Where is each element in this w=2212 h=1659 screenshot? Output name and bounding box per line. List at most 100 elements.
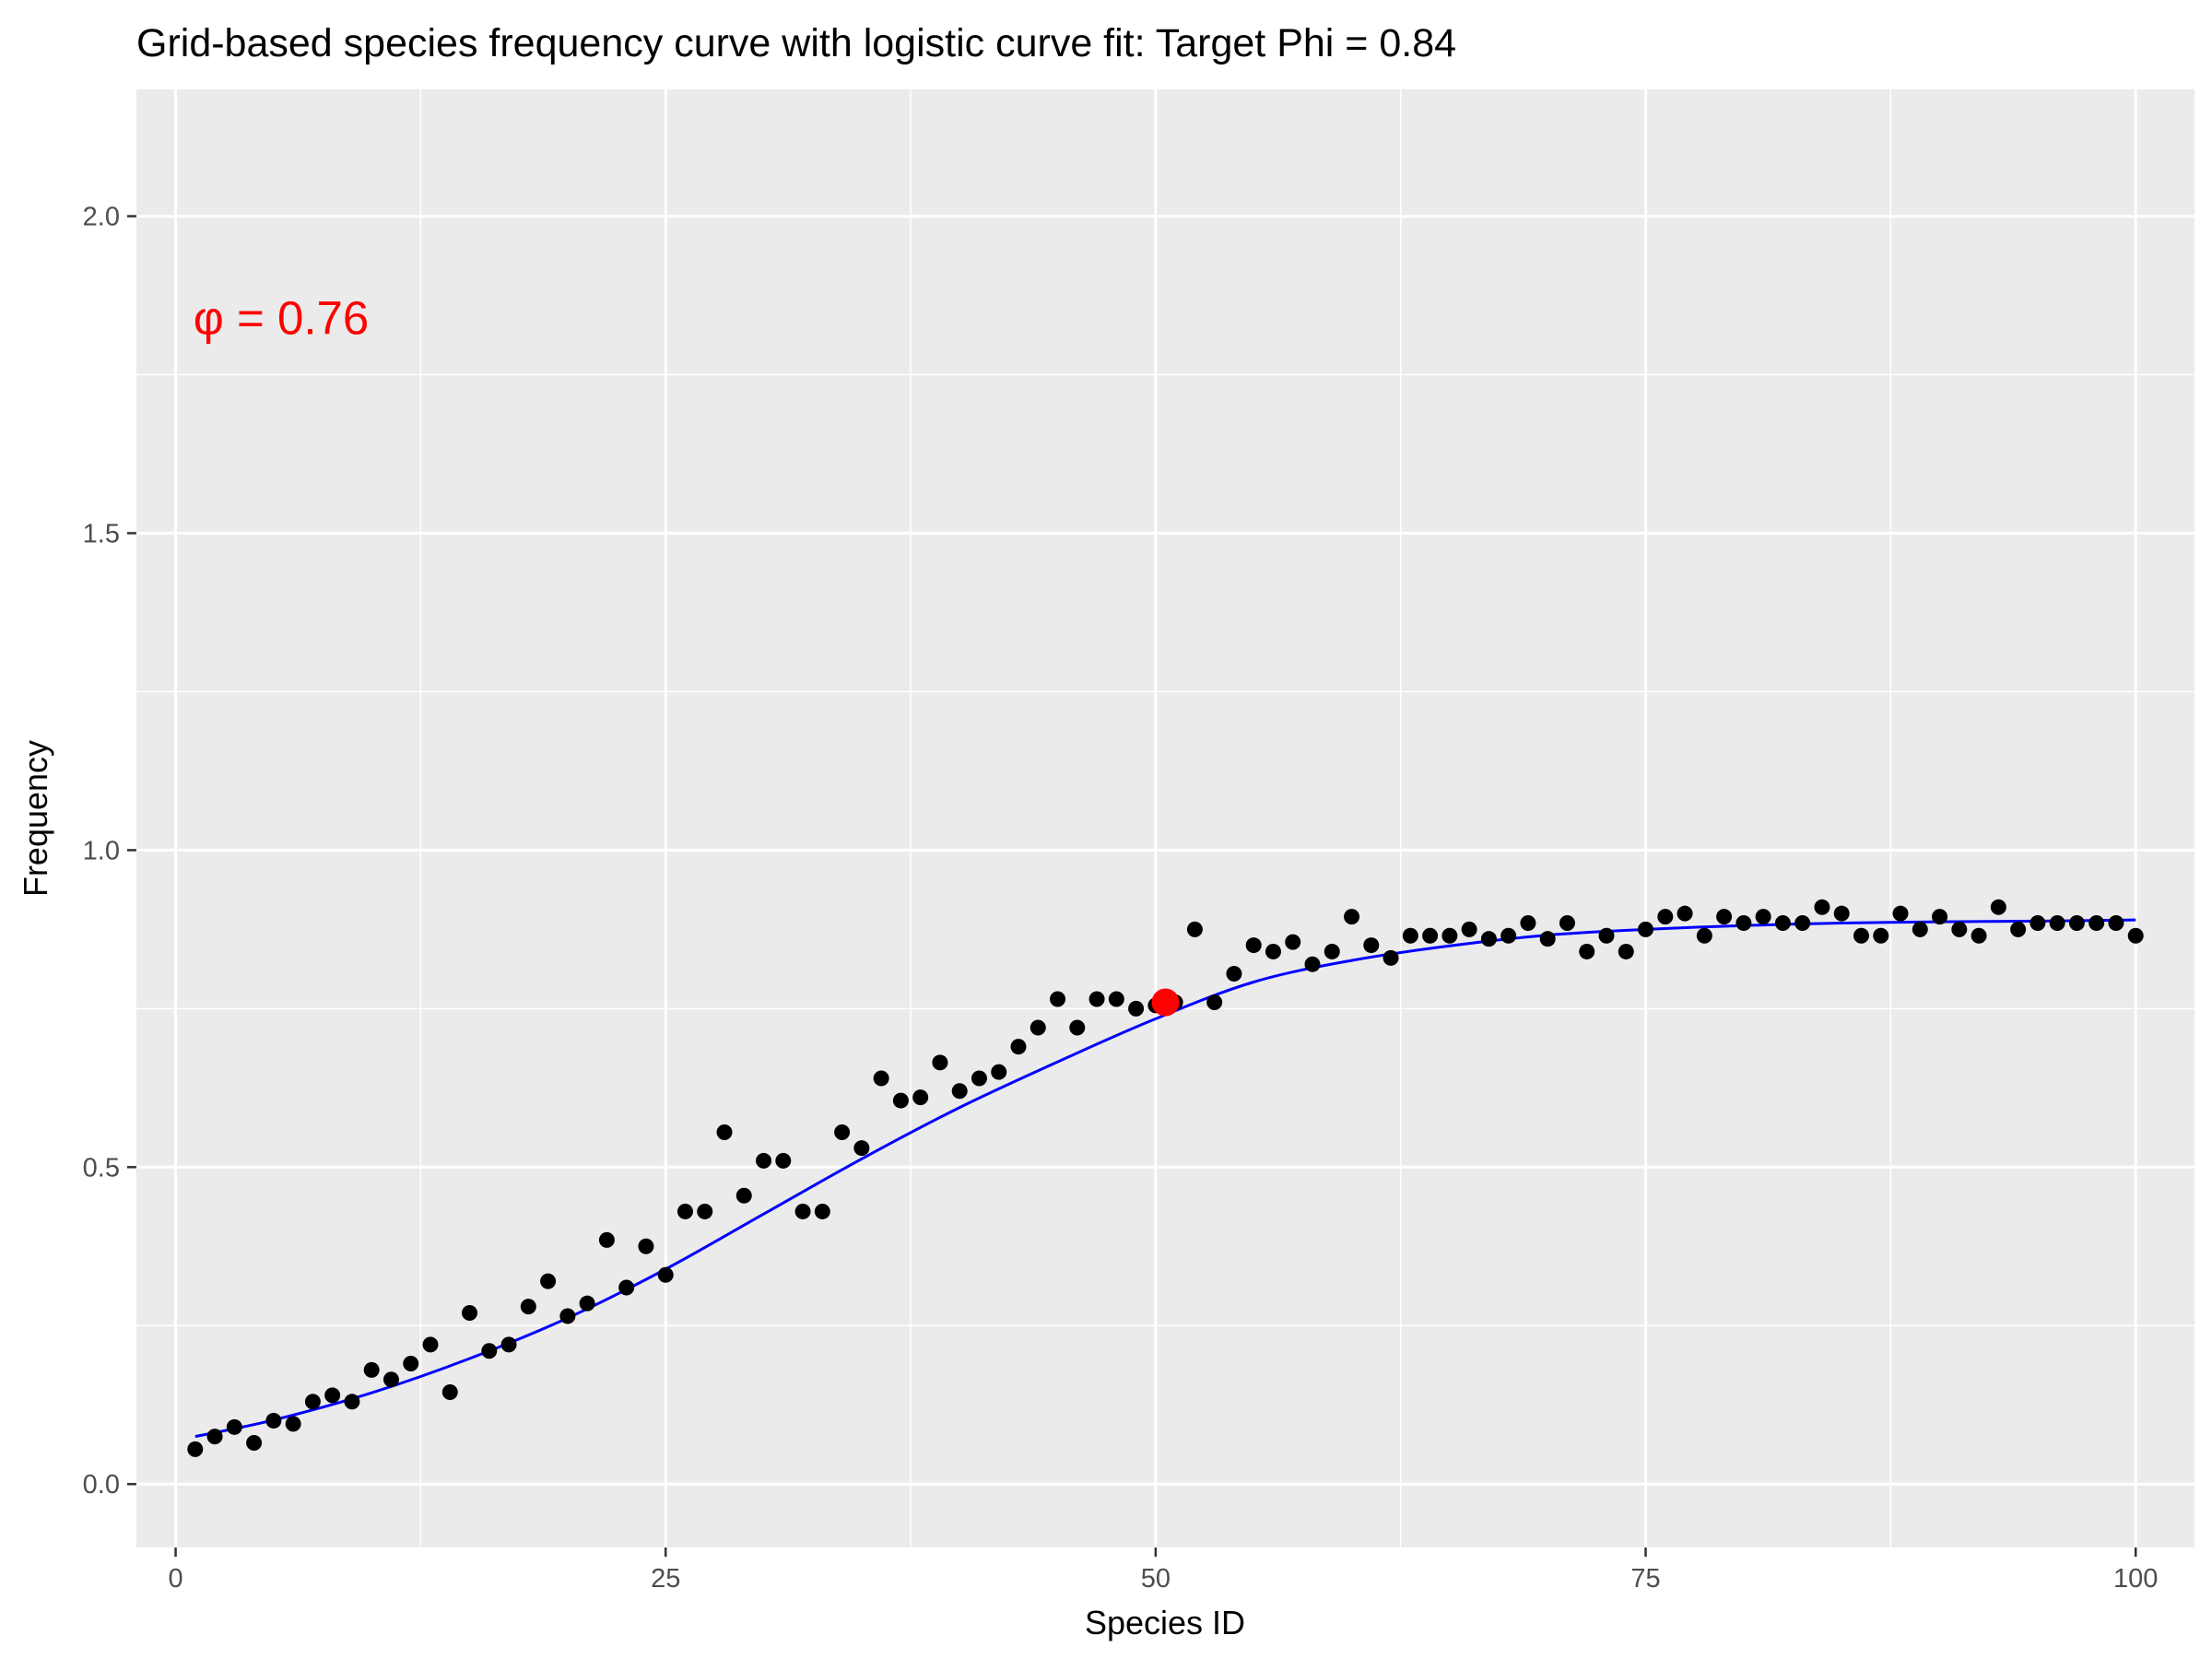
data-point — [1677, 905, 1693, 922]
data-point — [579, 1295, 595, 1312]
data-point — [500, 1336, 517, 1353]
data-point — [1344, 909, 1360, 925]
data-point — [304, 1394, 321, 1410]
data-point — [1932, 909, 1948, 925]
phi-annotation: φ = 0.76 — [194, 292, 369, 345]
data-point — [1461, 921, 1477, 937]
data-point — [1755, 909, 1771, 925]
data-point — [1716, 909, 1733, 925]
data-point — [481, 1343, 498, 1359]
data-point — [991, 1064, 1007, 1080]
data-point — [1226, 966, 1242, 982]
data-point — [462, 1305, 478, 1322]
data-point — [853, 1140, 870, 1157]
x-tick-label: 100 — [2113, 1564, 2158, 1594]
data-point — [932, 1054, 948, 1071]
data-point — [540, 1273, 557, 1289]
data-point — [1500, 927, 1517, 944]
data-point — [1912, 921, 1928, 937]
data-point — [441, 1383, 458, 1400]
data-point — [1128, 1000, 1145, 1017]
y-tick-label: 1.5 — [83, 519, 120, 548]
data-point — [1108, 991, 1124, 1007]
data-point — [2010, 921, 2027, 937]
data-point — [1050, 991, 1066, 1007]
data-point — [2127, 927, 2144, 944]
data-point — [971, 1070, 987, 1087]
data-point — [1285, 934, 1301, 950]
plot-background — [136, 89, 2194, 1547]
data-point — [834, 1124, 851, 1140]
data-point — [382, 1371, 399, 1388]
data-point — [1382, 949, 1399, 966]
x-tick-label: 0 — [168, 1564, 182, 1594]
data-point — [814, 1203, 830, 1219]
data-point — [1833, 905, 1850, 922]
data-point — [1010, 1039, 1027, 1055]
data-point — [363, 1361, 380, 1378]
data-point — [1990, 899, 2006, 915]
data-point — [1265, 943, 1281, 959]
data-point — [716, 1124, 733, 1140]
data-point — [285, 1416, 301, 1432]
x-tick-label: 25 — [651, 1564, 680, 1594]
data-point — [697, 1203, 713, 1219]
data-point — [951, 1083, 968, 1100]
data-point — [1638, 921, 1654, 937]
data-point — [1951, 921, 1968, 937]
data-point — [1245, 937, 1262, 954]
data-point — [794, 1203, 811, 1219]
data-point — [187, 1441, 204, 1457]
data-point — [2108, 914, 2124, 931]
data-point — [677, 1203, 693, 1219]
data-point — [1559, 914, 1575, 931]
data-point — [618, 1279, 635, 1296]
data-point — [657, 1266, 674, 1283]
grid-major — [136, 89, 2194, 1547]
data-point — [873, 1070, 889, 1087]
data-point — [1441, 927, 1458, 944]
data-point — [1579, 943, 1595, 959]
data-point — [1422, 927, 1439, 944]
data-point — [1069, 1019, 1086, 1036]
data-point — [1206, 994, 1223, 1010]
x-tick-label: 75 — [1630, 1564, 1660, 1594]
data-point — [1520, 914, 1536, 931]
data-point — [912, 1089, 929, 1106]
data-point — [1618, 943, 1634, 959]
data-point — [1892, 905, 1909, 922]
data-point — [1853, 927, 1869, 944]
data-point — [1971, 927, 1987, 944]
data-point — [1539, 931, 1556, 947]
data-point — [403, 1356, 419, 1372]
y-tick-label: 2.0 — [83, 203, 120, 232]
data-point — [422, 1336, 439, 1353]
data-point — [2030, 914, 2046, 931]
data-point — [1696, 927, 1712, 944]
data-point — [1873, 927, 1889, 944]
data-point — [1814, 899, 1830, 915]
data-point — [775, 1152, 792, 1169]
highlight-point — [1151, 988, 1180, 1017]
data-point — [520, 1299, 536, 1315]
data-point — [265, 1412, 282, 1429]
data-point — [2088, 914, 2105, 931]
data-point — [324, 1387, 341, 1404]
data-point — [598, 1231, 615, 1248]
chart-title: Grid-based species frequency curve with … — [136, 21, 1456, 65]
data-point — [206, 1429, 223, 1445]
y-tick-label: 0.0 — [83, 1470, 120, 1500]
data-point — [638, 1238, 654, 1254]
data-point — [1657, 909, 1674, 925]
data-point — [1088, 991, 1105, 1007]
data-point — [2068, 914, 2085, 931]
data-point — [1030, 1019, 1046, 1036]
data-point — [246, 1435, 263, 1452]
y-axis: 0.0 0.5 1.0 1.5 2.0 — [83, 203, 136, 1500]
data-point — [1735, 914, 1752, 931]
data-point — [1480, 931, 1497, 947]
x-axis-label: Species ID — [1085, 1604, 1245, 1641]
x-axis: 0 25 50 75 100 — [168, 1547, 2158, 1594]
data-point — [226, 1418, 242, 1435]
